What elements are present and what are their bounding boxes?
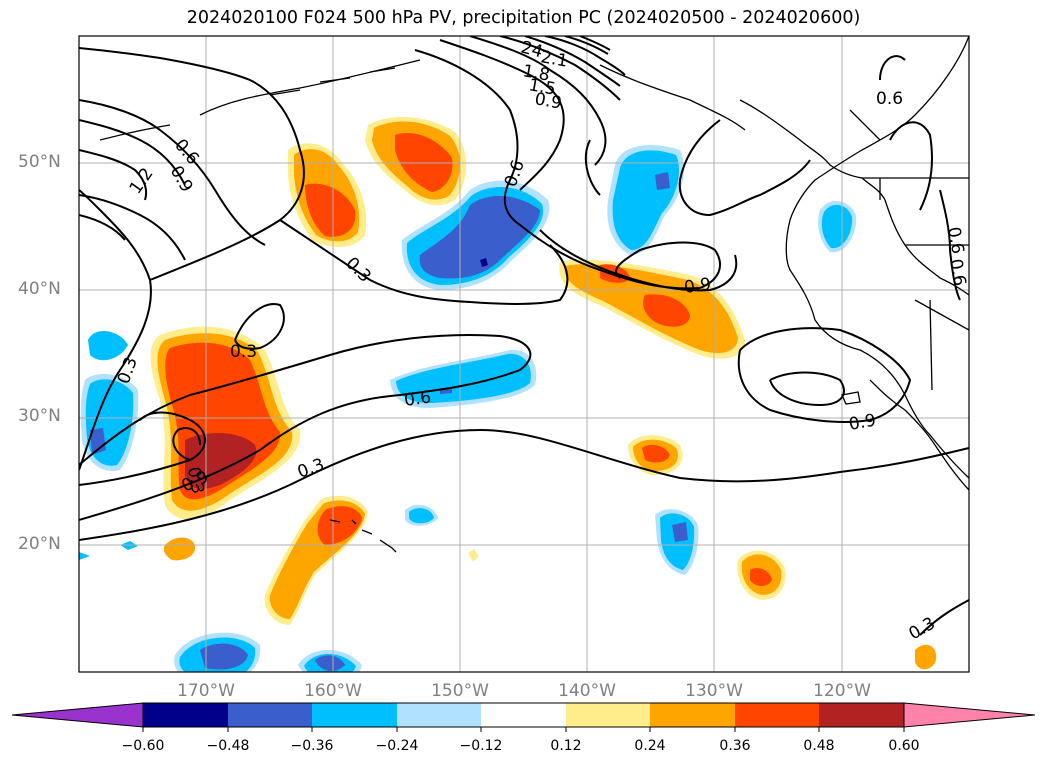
colorbar-label: −0.36 bbox=[290, 738, 334, 754]
contour-label: 0.9 bbox=[533, 89, 563, 113]
lon-tick-label: 130°W bbox=[685, 681, 743, 701]
lon-tick-label: 120°W bbox=[813, 681, 871, 701]
pv-contour-0.6-band bbox=[79, 334, 532, 521]
colorbar-label: 0.12 bbox=[550, 738, 582, 754]
colorbar-bin bbox=[481, 703, 566, 727]
contour-label: 0.6 bbox=[943, 225, 967, 255]
colorbar-bin bbox=[650, 703, 735, 727]
contour-label: 0.6 bbox=[403, 387, 433, 411]
lat-tick-label: 20°N bbox=[18, 534, 61, 554]
contour-label: 0.9 bbox=[683, 274, 713, 298]
contour-label: 1.8 bbox=[521, 61, 551, 85]
colorbar-bin bbox=[735, 703, 819, 727]
pv-contour-0.9-east bbox=[737, 327, 912, 423]
pv-contour-0.3-south bbox=[79, 428, 969, 541]
coastlines bbox=[99, 36, 969, 553]
pv-contour-0.3-west bbox=[79, 189, 152, 471]
colorbar-label: 0.60 bbox=[888, 738, 920, 754]
colorbar-label: −0.48 bbox=[206, 738, 250, 754]
contour-label: 1.5 bbox=[527, 75, 557, 99]
lon-tick-label: 150°W bbox=[431, 681, 489, 701]
map-frame bbox=[78, 35, 970, 673]
colorbar-bin bbox=[819, 703, 904, 727]
colorbar-label: −0.60 bbox=[121, 738, 165, 754]
pv-contour-0.6-north bbox=[79, 99, 266, 246]
contour-label: 2.1 bbox=[539, 47, 569, 71]
colorbar-bin bbox=[228, 703, 312, 727]
pv-contour-0.3-se bbox=[919, 599, 969, 636]
colorbar-bin bbox=[566, 703, 650, 727]
colorbar-bin bbox=[312, 703, 397, 727]
lon-tick-label: 170°W bbox=[177, 681, 235, 701]
contour-label: 0.3 bbox=[230, 342, 257, 362]
colorbar-label: 0.48 bbox=[803, 738, 835, 754]
contour-label: 0.6 bbox=[945, 257, 969, 287]
lat-tick-label: 50°N bbox=[18, 152, 61, 172]
contour-label: 0.6 bbox=[876, 89, 903, 109]
colorbar-bin bbox=[397, 703, 481, 727]
colorbar-label: −0.24 bbox=[375, 738, 419, 754]
pv-contour-0.3-mid bbox=[79, 47, 305, 281]
pv-contour-0.6-central bbox=[414, 49, 721, 290]
map-panel: 24 2.1 1.8 1.5 0.9 1.2 0.6 0.9 0.6 0.6 0… bbox=[79, 36, 969, 672]
gridlines bbox=[79, 36, 969, 672]
colorbar bbox=[11, 702, 1036, 732]
colorbar-label: 0.24 bbox=[634, 738, 666, 754]
colorbar-label: −0.12 bbox=[459, 738, 503, 754]
colorbar-extend-low bbox=[11, 702, 144, 728]
pv-contours bbox=[79, 36, 969, 636]
colorbar-label: 0.36 bbox=[719, 738, 751, 754]
colorbar-bin bbox=[143, 703, 228, 727]
lat-tick-label: 40°N bbox=[18, 279, 61, 299]
contour-label: 0.3 bbox=[183, 465, 207, 495]
colorbar-extend-high bbox=[903, 702, 1036, 728]
lon-tick-label: 160°W bbox=[304, 681, 362, 701]
pv-contour-0.9-west bbox=[79, 411, 206, 486]
lat-tick-label: 30°N bbox=[18, 406, 61, 426]
chart-title: 2024020100 F024 500 hPa PV, precipitatio… bbox=[186, 8, 861, 28]
lon-tick-label: 140°W bbox=[558, 681, 616, 701]
contour-label: 0.9 bbox=[847, 411, 877, 435]
